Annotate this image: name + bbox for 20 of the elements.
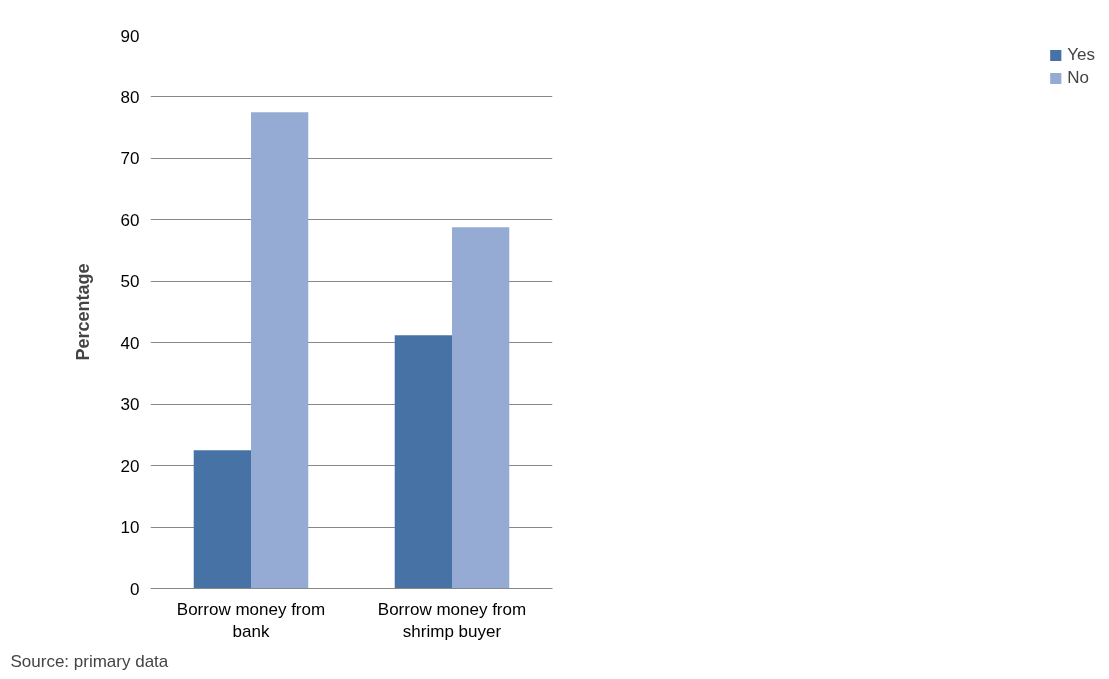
legend-label: Yes: [1067, 45, 1095, 65]
y-tick-label: 40: [120, 333, 140, 353]
y-tick-label: 70: [120, 149, 140, 169]
bar: [193, 450, 251, 589]
y-tick-label: 80: [120, 87, 140, 107]
x-tick-label: Borrow money from bank: [176, 599, 326, 642]
y-tick-label: 30: [120, 395, 140, 415]
source-note: Source: primary data: [10, 651, 169, 671]
y-tick-label: 10: [120, 518, 140, 538]
y-tick-label: 0: [130, 579, 140, 599]
legend-label: No: [1067, 68, 1089, 88]
y-tick-label: 90: [120, 26, 140, 46]
y-tick-label: 60: [120, 210, 140, 230]
y-axis-title: Percentage: [72, 263, 93, 361]
y-tick-label: 50: [120, 272, 140, 292]
bar: [452, 227, 510, 589]
x-tick-label: Borrow money from shrimp buyer: [377, 599, 527, 642]
bar: [251, 112, 309, 589]
bar: [394, 335, 452, 589]
y-tick-label: 20: [120, 456, 140, 476]
